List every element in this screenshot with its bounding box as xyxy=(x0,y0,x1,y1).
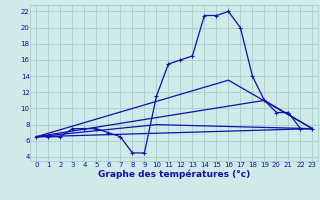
X-axis label: Graphe des températures (°c): Graphe des températures (°c) xyxy=(98,169,251,179)
